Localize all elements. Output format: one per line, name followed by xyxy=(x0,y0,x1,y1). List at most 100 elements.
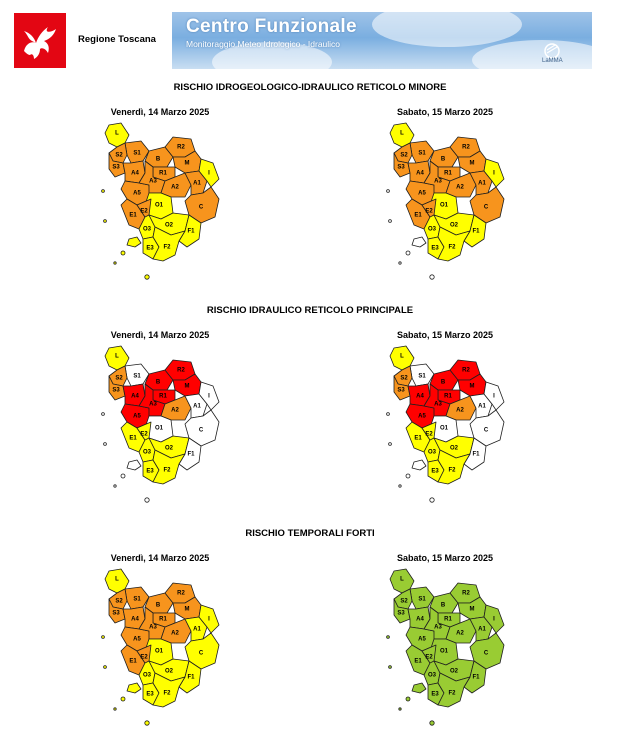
zone-label-l: L xyxy=(115,354,119,360)
island-shape xyxy=(388,665,392,669)
zone-label-r1: R1 xyxy=(444,617,452,623)
island-shape xyxy=(120,250,126,256)
zone-label-s1: S1 xyxy=(133,597,141,603)
zone-label-o2: O2 xyxy=(165,669,174,675)
zone-label-l: L xyxy=(400,131,404,137)
island-shape xyxy=(429,497,435,503)
alert-zone-f2 xyxy=(437,672,471,708)
zone-label-b: B xyxy=(156,603,161,609)
zone-label-s1: S1 xyxy=(133,151,141,157)
zone-label-o3: O3 xyxy=(428,450,437,456)
map-panel: Venerdì, 14 Marzo 2025 L S1 S2 S3 B R2 M R1 A4 A5… xyxy=(75,330,245,505)
zone-label-m: M xyxy=(470,384,475,390)
zone-label-m: M xyxy=(470,607,475,613)
island-shape xyxy=(429,274,435,280)
tuscany-alert-map: L S1 S2 S3 B R2 M R1 A4 A5 A3 A2 A1 I E1 O1 C E2 O3 O2 F1 E3 F… xyxy=(386,345,505,503)
page-header: Regione Toscana Centro Funzionale Monito… xyxy=(12,12,592,69)
zone-label-o2: O2 xyxy=(450,669,459,675)
zone-label-l: L xyxy=(115,577,119,583)
map-date: Sabato, 15 Marzo 2025 xyxy=(396,330,494,340)
alert-zone-c xyxy=(184,186,220,224)
zone-label-a1: A1 xyxy=(193,181,201,187)
zone-label-f1: F1 xyxy=(187,675,195,681)
zone-label-e1: E1 xyxy=(414,436,422,442)
zone-label-f2: F2 xyxy=(163,691,171,697)
zone-label-c: C xyxy=(484,651,489,657)
zone-label-a2: A2 xyxy=(171,185,179,191)
zone-label-s3: S3 xyxy=(397,611,405,617)
map-panel: Sabato, 15 Marzo 2025 L S1 S2 S3 B R2 M R1 A4 A5 A… xyxy=(360,330,530,505)
zone-label-l: L xyxy=(400,577,404,583)
zone-label-s3: S3 xyxy=(397,165,405,171)
zone-label-s2: S2 xyxy=(115,599,123,605)
island-shape xyxy=(386,189,390,193)
tuscany-alert-map: L S1 S2 S3 B R2 M R1 A4 A5 A3 A2 A1 I E1 O1 C E2 O3 O2 F1 E3 F… xyxy=(386,568,505,726)
zone-label-a1: A1 xyxy=(478,627,486,633)
zone-label-c: C xyxy=(199,651,204,657)
zone-label-s3: S3 xyxy=(112,165,120,171)
island-shape xyxy=(101,189,105,193)
lamma-logo-text: LaMMA xyxy=(542,58,563,64)
zone-label-o1: O1 xyxy=(155,649,164,655)
island-shape xyxy=(411,459,427,471)
zone-label-o1: O1 xyxy=(155,426,164,432)
zone-label-e2: E2 xyxy=(425,209,433,215)
zone-label-o2: O2 xyxy=(165,223,174,229)
island-shape xyxy=(386,412,390,416)
zone-label-s3: S3 xyxy=(397,388,405,394)
zone-label-r2: R2 xyxy=(462,368,470,374)
zone-label-e3: E3 xyxy=(431,469,439,475)
alert-zone-f2 xyxy=(437,449,471,485)
tuscany-alert-map: L S1 S2 S3 B R2 M R1 A4 A5 A3 A2 A1 I E1 O1 C E2 O3 O2 F1 E3 F… xyxy=(101,568,220,726)
zone-label-f1: F1 xyxy=(187,452,195,458)
zone-label-e2: E2 xyxy=(140,432,148,438)
zone-label-c: C xyxy=(199,428,204,434)
zone-label-s1: S1 xyxy=(133,374,141,380)
island-shape xyxy=(144,497,150,503)
island-shape xyxy=(411,682,427,694)
zone-label-f2: F2 xyxy=(448,468,456,474)
island-shape xyxy=(405,250,411,256)
island-shape xyxy=(126,682,142,694)
map-panel: Venerdì, 14 Marzo 2025 L S1 S2 S3 B R2 M R1 A4 A5… xyxy=(75,553,245,728)
island-shape xyxy=(101,635,105,639)
zone-label-m: M xyxy=(185,607,190,613)
island-shape xyxy=(126,236,142,248)
zone-label-r1: R1 xyxy=(159,171,167,177)
alert-zone-c xyxy=(184,409,220,447)
zone-label-b: B xyxy=(156,380,161,386)
map-date: Venerdì, 14 Marzo 2025 xyxy=(110,553,210,563)
zone-label-r2: R2 xyxy=(462,145,470,151)
zone-label-o1: O1 xyxy=(155,203,164,209)
island-shape xyxy=(388,219,392,223)
zone-label-f2: F2 xyxy=(448,245,456,251)
map-date: Venerdì, 14 Marzo 2025 xyxy=(110,330,210,340)
zone-label-i: I xyxy=(493,171,495,177)
island-shape xyxy=(103,665,107,669)
zone-label-s1: S1 xyxy=(418,151,426,157)
island-shape xyxy=(103,442,107,446)
zone-label-a4: A4 xyxy=(416,171,424,177)
alert-zone-f2 xyxy=(152,226,186,262)
tuscany-alert-map: L S1 S2 S3 B R2 M R1 A4 A5 A3 A2 A1 I E1 O1 C E2 O3 O2 F1 E3 F… xyxy=(101,122,220,280)
zone-label-r1: R1 xyxy=(444,394,452,400)
banner-subtitle: Monitoraggio Meteo Idrologico - Idraulic… xyxy=(186,39,341,49)
zone-label-o1: O1 xyxy=(440,649,449,655)
zone-label-a3: A3 xyxy=(434,625,442,631)
zone-label-e3: E3 xyxy=(431,692,439,698)
zone-label-a5: A5 xyxy=(418,414,426,420)
zone-label-s2: S2 xyxy=(115,153,123,159)
island-shape xyxy=(398,484,402,488)
map-panel: Venerdì, 14 Marzo 2025 L S1 S2 S3 B R2 M R1 A4 A5… xyxy=(75,107,245,282)
zone-label-e1: E1 xyxy=(129,436,137,442)
zone-label-a3: A3 xyxy=(149,402,157,408)
alert-zone-c xyxy=(469,186,505,224)
zone-label-e2: E2 xyxy=(425,655,433,661)
zone-label-a4: A4 xyxy=(131,171,139,177)
zone-label-a2: A2 xyxy=(456,408,464,414)
zone-label-f2: F2 xyxy=(448,691,456,697)
zone-label-o3: O3 xyxy=(143,227,152,233)
zone-label-a4: A4 xyxy=(131,394,139,400)
zone-label-f1: F1 xyxy=(472,229,480,235)
island-shape xyxy=(386,635,390,639)
